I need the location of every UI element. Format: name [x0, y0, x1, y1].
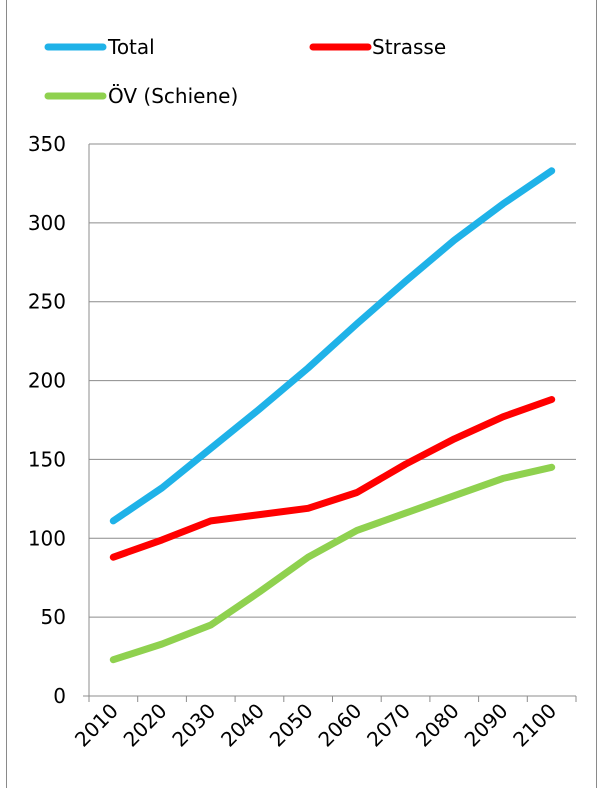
y-tick-label: 250 — [28, 290, 66, 314]
series-lines — [109, 167, 556, 664]
x-tick-label: 2020 — [119, 699, 172, 752]
x-tick-label: 2090 — [460, 699, 513, 752]
chart-frame — [6, 0, 597, 788]
x-tick-label: 2070 — [362, 699, 415, 752]
legend-label-strasse: Strasse — [372, 35, 446, 59]
x-tick-label: 2030 — [167, 699, 220, 752]
x-tick-label: 2080 — [411, 699, 464, 752]
legend-label-oev: ÖV (Schiene) — [108, 84, 238, 108]
y-tick-label: 300 — [28, 211, 66, 235]
chart-border — [6, 0, 597, 788]
y-tick-label: 0 — [53, 684, 66, 708]
x-tick-label: 2060 — [313, 699, 366, 752]
x-tick-label: 2010 — [70, 699, 123, 752]
y-tick-label: 200 — [28, 369, 66, 393]
legend-item-strasse: Strasse — [309, 35, 446, 59]
y-axis-tick-labels: 0 50 100 150 200 250 300 350 — [28, 132, 66, 708]
y-tick-label: 100 — [28, 526, 66, 550]
x-tick-label: 2100 — [508, 699, 561, 752]
axes — [83, 144, 577, 702]
y-tick-label: 350 — [28, 132, 66, 156]
legend-label-total: Total — [107, 35, 155, 59]
series-line-total — [109, 167, 556, 525]
legend: Total Strasse ÖV (Schiene) — [44, 35, 446, 108]
series-line-oev — [109, 463, 556, 664]
x-tick-label: 2050 — [265, 699, 318, 752]
series-line-strasse — [109, 396, 556, 561]
legend-item-oev: ÖV (Schiene) — [44, 84, 238, 108]
y-tick-label: 150 — [28, 447, 66, 471]
x-tick-label: 2040 — [216, 699, 269, 752]
legend-item-total: Total — [44, 35, 155, 59]
y-tick-label: 50 — [41, 605, 66, 629]
